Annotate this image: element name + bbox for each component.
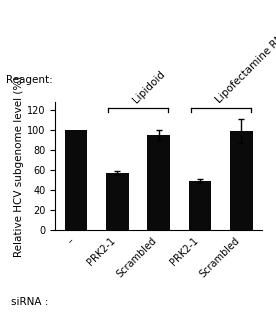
Bar <box>106 173 129 230</box>
Bar <box>65 130 87 230</box>
Y-axis label: Relative HCV subgenome level (%): Relative HCV subgenome level (%) <box>14 76 24 257</box>
Text: Lipofectamine RNAi max: Lipofectamine RNAi max <box>214 7 276 105</box>
Bar <box>189 181 211 230</box>
Bar <box>147 135 170 230</box>
Text: siRNA :: siRNA : <box>11 297 48 307</box>
Text: Lipidoid: Lipidoid <box>131 69 167 105</box>
Bar <box>230 132 253 230</box>
Text: Reagent:: Reagent: <box>6 75 52 85</box>
